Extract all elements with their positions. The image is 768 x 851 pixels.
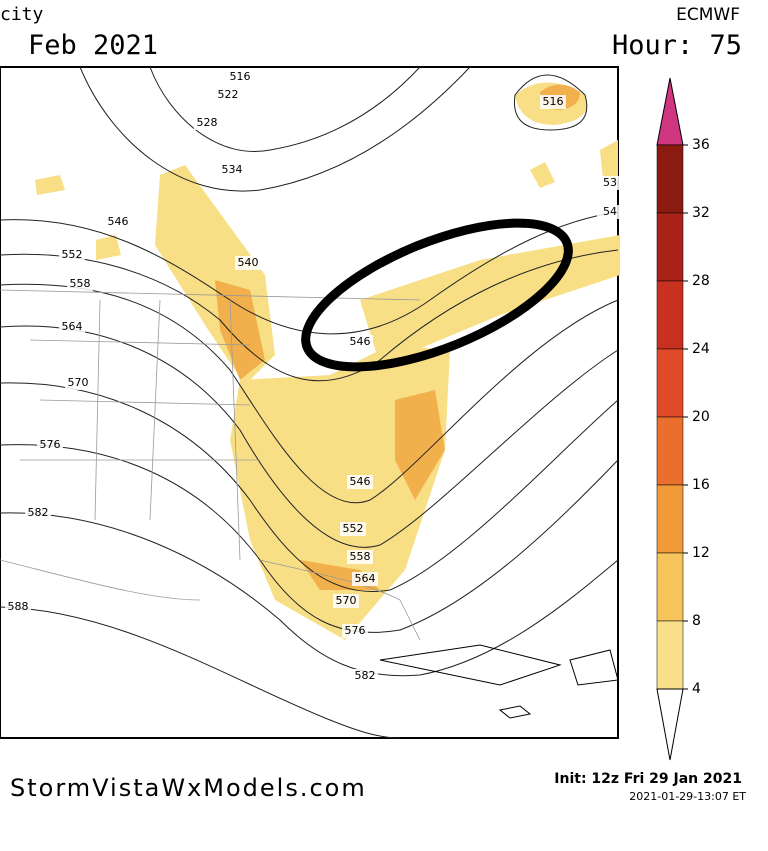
colorbar-segment — [656, 552, 684, 622]
colorbar-tick-label: 32 — [692, 205, 710, 221]
contour-label: 582 — [355, 669, 376, 682]
contour-label: 588 — [8, 600, 29, 613]
contour-label: 564 — [62, 320, 83, 333]
colorbar-tick-label: 36 — [692, 137, 710, 153]
contour-label-bg — [235, 256, 261, 270]
contour-label: 576 — [40, 438, 61, 451]
contour-label-bg — [215, 88, 241, 102]
footer-stamp: 2021-01-29-13:07 ET — [629, 790, 746, 803]
contour-label: 540 — [238, 256, 259, 269]
colorbar-segment — [656, 144, 684, 214]
colorbar-tick-label: 4 — [692, 681, 701, 697]
header-hour: Hour: 75 — [612, 30, 742, 61]
contour-label-bg — [340, 522, 366, 536]
header-date: Feb 2021 — [28, 30, 158, 61]
colorbar-segment — [656, 212, 684, 282]
contour-label-bg — [37, 438, 63, 452]
borders — [0, 289, 619, 719]
contour-label: 570 — [336, 594, 357, 607]
contours — [0, 66, 619, 739]
contour-label: 552 — [62, 248, 83, 261]
contour-label: 576 — [345, 624, 366, 637]
colorbar: 36 32 28 24 20 16 12 8 4 — [656, 77, 710, 761]
contour-label-bg — [597, 205, 623, 219]
colorbar-tick-label: 24 — [692, 341, 710, 357]
contour-label: 564 — [355, 572, 376, 585]
contour-label: 546 — [350, 335, 371, 348]
contour-label-bg — [105, 215, 131, 229]
contour-label-bg — [347, 475, 373, 489]
footer-init: Init: 12z Fri 29 Jan 2021 — [554, 771, 742, 787]
contour-label-bg — [540, 95, 566, 109]
colorbar-tick-label: 16 — [692, 477, 710, 493]
contour-label-bg — [342, 624, 368, 638]
contour-label: 53 — [603, 176, 617, 189]
contour-label-bg — [5, 600, 31, 614]
contour-label-bg — [194, 116, 220, 130]
highlight-ellipse — [301, 218, 573, 372]
contour-label: 522 — [218, 88, 239, 101]
colorbar-tick-label: 20 — [692, 409, 710, 425]
contour-label: 528 — [197, 116, 218, 129]
contour-label-bg — [333, 594, 359, 608]
colorbar-top-arrow — [656, 77, 684, 146]
contour-label: 552 — [343, 522, 364, 535]
header-model: ECMWF — [676, 5, 740, 25]
colorbar-segment — [656, 280, 684, 350]
contour-label-bg — [347, 550, 373, 564]
contour-label: 546 — [350, 475, 371, 488]
colorbar-segment — [656, 484, 684, 554]
contour-label-bg — [219, 163, 245, 177]
contour-label: 558 — [350, 550, 371, 563]
contour-label-bg — [347, 335, 373, 349]
colorbar-segment — [656, 416, 684, 486]
colorbar-segment — [656, 348, 684, 418]
contour-label-bg — [67, 277, 93, 291]
colorbar-tick-label: 12 — [692, 545, 710, 561]
contour-labels: 516 522 528 534 546 552 558 564 570 576 582 588 540 5… — [5, 70, 623, 683]
contour-label-bg — [352, 572, 378, 586]
contour-label-bg — [59, 320, 85, 334]
colorbar-tick-label: 28 — [692, 273, 710, 289]
contour-label: 558 — [70, 277, 91, 290]
colorbar-bottom-arrow — [656, 688, 684, 761]
precip-medium — [215, 84, 580, 590]
colorbar-segment — [656, 620, 684, 690]
contour-label: 54 — [603, 205, 617, 218]
contour-label-bg — [597, 176, 623, 190]
contour-label: 582 — [28, 506, 49, 519]
contour-label: 516 — [230, 70, 251, 83]
footer-site: StormVistaWxModels.com — [10, 774, 367, 802]
contour-label-bg — [352, 669, 378, 683]
header-left-top: city — [0, 4, 44, 25]
contour-label-bg — [227, 70, 253, 84]
contour-label: 546 — [108, 215, 129, 228]
colorbar-tick-label: 8 — [692, 613, 701, 629]
islands — [379, 644, 619, 719]
map: 516 522 528 534 546 552 558 564 570 576 582 588 540 5… — [0, 66, 623, 739]
contour-label: 516 — [543, 95, 564, 108]
contour-label-bg — [25, 506, 51, 520]
contour-label: 534 — [222, 163, 243, 176]
contour-label-bg — [59, 248, 85, 262]
contour-label-bg — [65, 376, 91, 390]
contour-label: 570 — [68, 376, 89, 389]
